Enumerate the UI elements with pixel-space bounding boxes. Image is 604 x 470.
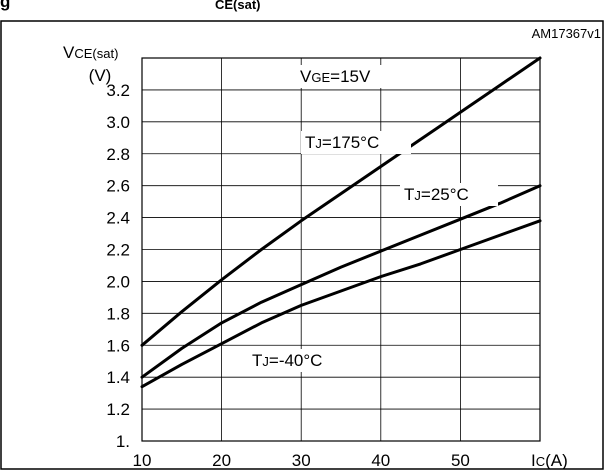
y-tick-label: 3.0	[106, 113, 130, 132]
plot-area-border	[141, 57, 541, 442]
svg-text:IC(A): IC(A)	[531, 451, 568, 470]
label-text: TJ=175°C	[305, 133, 379, 152]
grid	[141, 57, 541, 442]
y-axis-title: VCE(sat) (V)	[63, 43, 118, 85]
series-line	[140, 219, 542, 389]
y-tick-label: 1.4	[106, 368, 130, 387]
condition-label: VGE=15V	[296, 65, 394, 88]
y-tick-label: 2.0	[106, 272, 130, 291]
y-tick-label: 2.8	[106, 145, 130, 164]
series-label: TJ=25°C	[400, 183, 498, 206]
series-label: TJ=-40°C	[248, 349, 348, 372]
y-axis-label-main: V	[63, 43, 75, 62]
label-background	[248, 349, 348, 372]
x-tick-label: 40	[371, 451, 390, 470]
figure-id: AM17367v1	[532, 26, 601, 41]
y-tick-label: 1.8	[106, 304, 130, 323]
figure-frame	[0, 20, 604, 470]
label-background	[296, 65, 394, 88]
x-tick-label: 10	[133, 451, 152, 470]
x-axis-label-sub: C	[536, 454, 545, 469]
series-lines	[140, 56, 542, 389]
label-text: TJ=25°C	[404, 185, 469, 204]
y-tick-label: 1.6	[106, 336, 130, 355]
x-tick-label: 20	[212, 451, 231, 470]
y-axis-label-sub: CE(sat)	[74, 46, 118, 61]
label-background	[400, 183, 498, 206]
y-axis-unit: (V)	[89, 66, 112, 85]
series-labels: VGE=15V TJ=175°C TJ=25°C TJ=-40°C	[248, 65, 498, 372]
y-tick-label: 2.4	[106, 209, 130, 228]
series-label: TJ=175°C	[301, 131, 411, 154]
caption-fragment: g	[0, 0, 10, 11]
series-line	[140, 184, 542, 379]
y-tick-label: 2.6	[106, 177, 130, 196]
y-tick-label: 1.	[116, 432, 130, 451]
figure-caption: g CE(sat)	[0, 0, 261, 12]
series-line	[140, 56, 542, 347]
svg-text:VCE(sat): VCE(sat)	[63, 43, 118, 62]
label-text: VGE=15V	[300, 67, 371, 86]
y-tick-label: 3.2	[106, 81, 130, 100]
x-tick-label: 50	[451, 451, 470, 470]
label-background	[301, 131, 411, 154]
caption-sub-fragment: CE(sat)	[215, 0, 261, 12]
label-text: TJ=-40°C	[252, 351, 322, 370]
y-tick-label: 1.2	[106, 400, 130, 419]
x-axis-unit: (A)	[545, 451, 568, 470]
tick-labels: 1. 1.2 1.4 1.6 1.8 2.0 2.2 2.4 2.6 2.8 3.0 3.2 10 20 3…	[106, 81, 470, 470]
y-tick-label: 2.2	[106, 241, 130, 260]
x-axis-title: IC(A)	[531, 451, 568, 470]
x-axis-label-main: I	[531, 451, 536, 470]
x-tick-label: 30	[292, 451, 311, 470]
